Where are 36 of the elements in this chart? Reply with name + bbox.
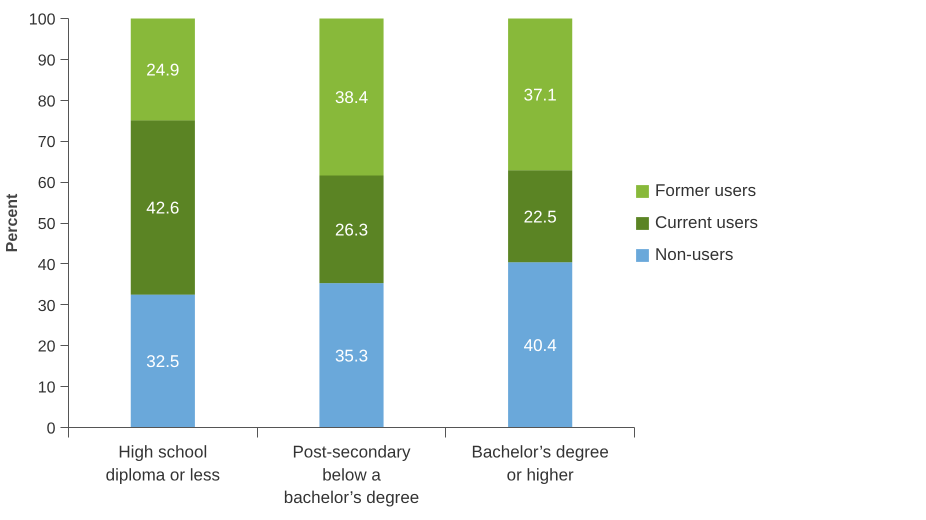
data-label: 37.1 xyxy=(524,85,557,104)
bar xyxy=(130,120,195,295)
y-tick-label: 0 xyxy=(46,420,56,438)
bar xyxy=(508,170,572,262)
legend-label: Former users xyxy=(655,180,756,200)
x-tick-label: Bachelor’s degree or higher xyxy=(471,442,609,484)
x-tick-label: Post-secondary below a bachelor’s degree xyxy=(284,442,420,508)
data-label: 42.6 xyxy=(146,198,180,218)
y-tick-label: 70 xyxy=(38,134,56,152)
x-tick-label: High school diploma or less xyxy=(106,442,220,484)
data-label: 26.3 xyxy=(334,220,368,240)
data-label: 38.4 xyxy=(334,88,368,108)
bar xyxy=(319,176,384,284)
data-label: 24.9 xyxy=(146,60,180,80)
y-tick-label: 80 xyxy=(38,93,56,110)
data-label: 22.5 xyxy=(524,207,557,226)
data-label: 32.5 xyxy=(146,352,180,372)
bar xyxy=(319,18,384,176)
y-tick-label: 50 xyxy=(38,216,56,233)
bar xyxy=(508,18,572,170)
y-tick-label: 20 xyxy=(38,338,56,356)
y-tick-label: 10 xyxy=(38,380,56,397)
bar xyxy=(130,294,195,428)
data-label: 35.3 xyxy=(334,346,368,366)
y-axis-title: Percent xyxy=(4,192,21,252)
bar xyxy=(319,283,384,428)
legend-label: Current users xyxy=(655,212,758,232)
y-tick-label: 40 xyxy=(38,256,56,274)
bar xyxy=(508,262,572,428)
legend-label: Non-users xyxy=(655,244,734,264)
y-tick-label: 100 xyxy=(28,12,56,28)
data-label: 40.4 xyxy=(524,336,557,355)
y-tick-label: 60 xyxy=(38,175,56,192)
y-tick-label: 30 xyxy=(38,298,56,315)
y-tick-label: 90 xyxy=(38,52,56,70)
bar xyxy=(130,18,195,120)
